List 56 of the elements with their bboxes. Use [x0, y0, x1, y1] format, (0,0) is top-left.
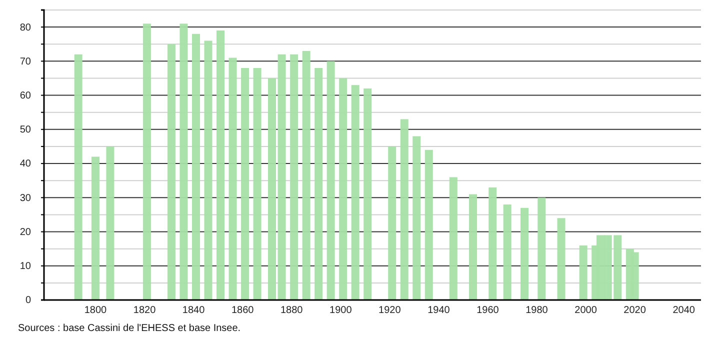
bar	[449, 177, 458, 300]
bar	[351, 85, 360, 300]
x-tick-label: 1900	[330, 305, 352, 316]
bar	[142, 24, 151, 300]
bar	[488, 187, 497, 300]
bar	[364, 88, 372, 300]
bar	[228, 58, 237, 300]
bar	[400, 119, 408, 300]
bar	[192, 34, 200, 300]
bar	[180, 24, 188, 300]
bar	[424, 150, 433, 300]
x-tick-label: 1880	[280, 305, 304, 316]
x-tick-label: 1800	[84, 305, 108, 316]
x-tick-label: 1820	[133, 305, 156, 316]
y-tick-label: 80	[20, 22, 32, 34]
bar	[216, 30, 225, 300]
bar	[91, 156, 100, 300]
bar	[74, 54, 82, 300]
y-tick-label: 60	[20, 90, 32, 102]
bar	[520, 208, 528, 300]
x-tick-label: 2000	[574, 305, 598, 316]
bar	[241, 68, 250, 300]
bar	[204, 40, 212, 300]
y-tick-label: 50	[20, 124, 32, 136]
x-tick-label: 2040	[672, 305, 696, 316]
bar	[167, 44, 176, 300]
bar	[557, 218, 566, 300]
y-tick-label: 0	[25, 295, 32, 306]
bar	[388, 146, 396, 300]
bar	[268, 78, 276, 300]
bar	[469, 194, 478, 300]
x-tick-label: 1960	[476, 305, 500, 316]
bar	[302, 50, 310, 300]
x-tick-label: 1980	[526, 305, 548, 316]
x-tick-label: 1940	[428, 305, 450, 316]
bar	[503, 204, 512, 300]
bar	[579, 245, 588, 300]
y-tick-label: 70	[20, 56, 32, 68]
x-tick-label: 1920	[378, 305, 402, 316]
bar	[106, 146, 114, 300]
bar	[278, 54, 286, 300]
bar	[326, 61, 335, 300]
bar	[412, 136, 421, 300]
x-tick-label: 1860	[231, 305, 254, 316]
x-tick-label: 2020	[624, 305, 646, 316]
y-tick-label: 10	[20, 261, 32, 272]
y-tick-label: 30	[20, 192, 32, 204]
y-tick-label: 40	[20, 158, 32, 170]
x-tick-label: 1840	[182, 305, 206, 316]
y-tick-label: 20	[20, 226, 32, 238]
bar	[253, 68, 262, 300]
bar	[290, 54, 298, 300]
bar	[339, 78, 348, 300]
bar	[538, 198, 546, 300]
bar	[314, 68, 323, 300]
source-note: Sources : base Cassini de l'EHESS et base Insee.	[18, 323, 241, 334]
